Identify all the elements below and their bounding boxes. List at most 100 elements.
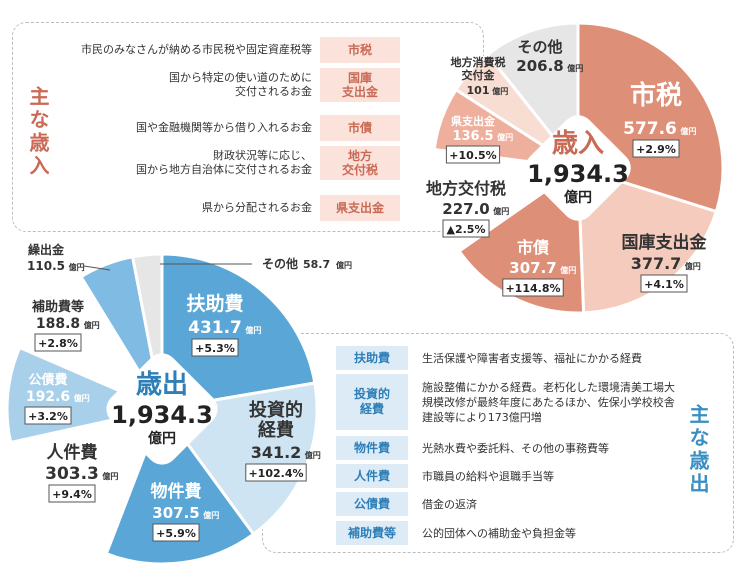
revenue-change-badge bbox=[640, 274, 688, 293]
revenue-legend-tag: 国庫 支出金 bbox=[320, 68, 400, 102]
expenditure-change-text: +102.4% bbox=[248, 467, 303, 480]
revenue-slice-unit: 億円 bbox=[493, 206, 509, 216]
expenditure-slice-value: 188.8 bbox=[36, 316, 80, 332]
expenditure-legend-row: 扶助費 生活保護や障害者支援等、福祉にかかる経費 bbox=[336, 346, 676, 370]
revenue-change-text: ▲2.5% bbox=[447, 223, 486, 236]
expenditure-legend-row: 物件費 光熱水費や委託料、その他の事務費等 bbox=[336, 436, 676, 460]
revenue-legend-row: 国や金融機関等から借り入れるお金 市債 bbox=[40, 115, 400, 141]
expenditure-slice-unit: 億円 bbox=[305, 450, 321, 460]
revenue-slice-unit: 億円 bbox=[497, 132, 513, 142]
revenue-slice-name: 市債 bbox=[517, 238, 549, 257]
expenditure-slice-unit: 億円 bbox=[74, 393, 90, 403]
expenditure-section-title: 主な歳出 bbox=[686, 404, 710, 496]
expenditure-change-badge bbox=[245, 463, 307, 482]
expenditure-center-unit: 億円 bbox=[148, 430, 176, 447]
expenditure-change-text: +2.8% bbox=[38, 337, 78, 350]
expenditure-legend-description: 市職員の給料や退職手当等 bbox=[422, 469, 554, 483]
revenue-legend-tag: 県支出金 bbox=[320, 195, 400, 221]
revenue-legend-tag: 地方 交付税 bbox=[320, 146, 400, 180]
revenue-legend-tag: 市税 bbox=[320, 37, 400, 63]
revenue-change-text: +4.1% bbox=[644, 278, 684, 291]
revenue-legend-description: 市民のみなさんが納める市民税や固定資産税等 bbox=[81, 43, 312, 56]
expenditure-change-badge bbox=[24, 406, 72, 425]
expenditure-center-title: 歳出 bbox=[136, 370, 188, 400]
revenue-change-badge bbox=[445, 145, 501, 164]
expenditure-slice-unit: 億円 bbox=[102, 471, 118, 481]
expenditure-transfer-leader-line bbox=[83, 265, 111, 271]
expenditure-slice-value: 303.3 bbox=[45, 464, 99, 484]
revenue-slice-unit: 億円 bbox=[560, 265, 576, 275]
expenditure-change-badge bbox=[152, 523, 200, 542]
expenditure-change-badge bbox=[34, 333, 82, 352]
expenditure-change-text: +9.4% bbox=[52, 488, 92, 501]
expenditure-slice-unit: 億円 bbox=[203, 510, 219, 520]
expenditure-legend-description: 借金の返済 bbox=[422, 497, 477, 511]
revenue-legend-row: 県から分配されるお金 県支出金 bbox=[40, 195, 400, 221]
revenue-change-badge bbox=[442, 219, 490, 238]
expenditure-legend-tag: 扶助費 bbox=[336, 346, 408, 370]
expenditure-legend-tag: 人件費 bbox=[336, 464, 408, 488]
expenditure-legend-description: 公的団体への補助金や負担金等 bbox=[422, 526, 576, 540]
expenditure-slice-name: 投資的 bbox=[249, 399, 303, 421]
revenue-slice-unit: 億円 bbox=[685, 261, 701, 271]
expenditure-other-unit: 億円 bbox=[336, 260, 352, 270]
revenue-change-text: +114.8% bbox=[505, 282, 560, 295]
expenditure-slice-name: 人件費 bbox=[47, 442, 98, 463]
expenditure-other-name: その他 bbox=[262, 256, 298, 271]
revenue-slice-name: 県支出金 bbox=[451, 114, 496, 128]
expenditure-slice-name: 公債費 bbox=[28, 372, 67, 388]
revenue-slice-value: 101 bbox=[467, 84, 490, 97]
expenditure-change-text: +5.9% bbox=[156, 527, 196, 540]
revenue-slice-value: 227.0 bbox=[442, 200, 489, 218]
expenditure-slice bbox=[8, 406, 165, 556]
revenue-slice-value: 377.7 bbox=[631, 254, 682, 273]
expenditure-slice-value: 192.6 bbox=[26, 389, 70, 405]
expenditure-slice-name: 経費 bbox=[258, 419, 294, 441]
revenue-slice bbox=[457, 165, 586, 315]
revenue-slice-name: その他 bbox=[517, 38, 562, 56]
revenue-legend-tag: 市債 bbox=[320, 115, 400, 141]
revenue-section-title: 主な歳入 bbox=[26, 86, 50, 178]
revenue-center-total: 1,934.3 bbox=[527, 160, 629, 188]
expenditure-slice-value: 341.2 bbox=[251, 443, 302, 462]
expenditure-slice-unit: 億円 bbox=[84, 320, 100, 330]
revenue-legend-row: 国から特定の使い道のために 交付されるお金 国庫 支出金 bbox=[40, 68, 400, 102]
expenditure-change-badge bbox=[191, 338, 239, 357]
revenue-center-diamond bbox=[525, 115, 631, 221]
revenue-slice-name: 交付金 bbox=[462, 68, 496, 82]
revenue-change-badge bbox=[632, 139, 680, 158]
revenue-change-badge bbox=[502, 278, 564, 297]
expenditure-slice-value: 110.5 bbox=[27, 259, 65, 273]
revenue-legend-row: 財政状況等に応じ、 国から地方自治体に交付されるお金 地方 交付税 bbox=[40, 146, 400, 180]
expenditure-legend-description: 光熱水費や委託料、その他の事務費等 bbox=[422, 441, 609, 455]
expenditure-legend-tag: 物件費 bbox=[336, 436, 408, 460]
expenditure-center-diamond bbox=[106, 353, 218, 465]
expenditure-change-text: +5.3% bbox=[195, 342, 235, 355]
expenditure-center-total: 1,934.3 bbox=[111, 401, 213, 429]
revenue-slice-name: 市税 bbox=[630, 80, 682, 111]
revenue-legend-description: 県から分配されるお金 bbox=[202, 201, 312, 214]
expenditure-change-badge bbox=[48, 484, 96, 503]
expenditure-legend-row: 投資的 経費 施設整備にかかる経費。老朽化した環境清美工場大規模改修が最終年度にあた… bbox=[336, 374, 676, 430]
revenue-slice-unit: 億円 bbox=[492, 86, 508, 96]
expenditure-slice-value: 307.5 bbox=[152, 504, 199, 522]
revenue-legend-description: 財政状況等に応じ、 国から地方自治体に交付されるお金 bbox=[136, 149, 312, 176]
revenue-slice-value: 307.7 bbox=[509, 259, 556, 277]
expenditure-legend-tag: 補助費等 bbox=[336, 521, 408, 545]
revenue-legend-row: 市民のみなさんが納める市民税や固定資産税等 市税 bbox=[40, 37, 400, 63]
revenue-slice-value: 136.5 bbox=[452, 129, 493, 144]
expenditure-legend-row: 人件費 市職員の給料や退職手当等 bbox=[336, 464, 676, 488]
revenue-slice-value: 577.6 bbox=[623, 119, 677, 139]
expenditure-legend-tag: 公債費 bbox=[336, 492, 408, 516]
revenue-slice-name: 地方交付税 bbox=[426, 179, 506, 198]
revenue-slice-name: 国庫支出金 bbox=[622, 232, 708, 253]
expenditure-slice bbox=[104, 405, 256, 566]
revenue-slice-unit: 億円 bbox=[680, 126, 696, 136]
expenditure-legend-row: 補助費等 公的団体への補助金や負担金等 bbox=[336, 521, 676, 545]
revenue-legend-description: 国から特定の使い道のために 交付されるお金 bbox=[169, 71, 312, 98]
expenditure-slice-name: 物件費 bbox=[151, 481, 202, 502]
expenditure-change-text: +3.2% bbox=[28, 410, 68, 423]
expenditure-slice-name: 繰出金 bbox=[28, 242, 65, 257]
